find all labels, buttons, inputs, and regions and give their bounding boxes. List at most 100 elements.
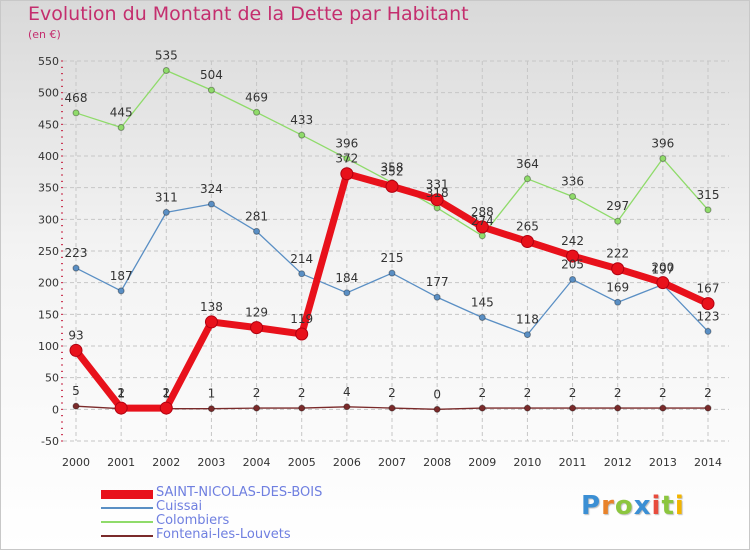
series-point-3 [433, 405, 441, 413]
data-label: 197 [651, 263, 674, 277]
series-point-0 [340, 167, 354, 181]
series-point-2 [298, 131, 306, 139]
legend-swatch [101, 507, 153, 509]
series-point-0 [114, 401, 128, 415]
series-point-1 [162, 208, 170, 216]
x-tick-label: 2010 [513, 456, 541, 469]
series-point-3 [343, 403, 351, 411]
series-point-1 [207, 200, 215, 208]
data-label: 372 [335, 152, 358, 166]
y-tick-label: 500 [38, 87, 59, 100]
x-tick-label: 2014 [694, 456, 722, 469]
data-label: 5 [72, 384, 80, 398]
data-label: 331 [426, 178, 449, 192]
series-point-1 [569, 276, 577, 283]
series-point-0 [520, 235, 534, 248]
x-tick-label: 2012 [604, 456, 632, 469]
logo-letter: i [674, 491, 685, 521]
data-label: 336 [561, 175, 584, 189]
x-tick-label: 2005 [288, 456, 316, 469]
data-label: 297 [606, 199, 629, 213]
data-label: 205 [561, 258, 584, 272]
series-point-1 [614, 298, 622, 306]
series-point-0 [250, 321, 264, 335]
data-label: 396 [651, 137, 674, 151]
series-point-1 [523, 331, 531, 339]
series-point-0 [385, 179, 399, 193]
data-label: 468 [65, 91, 88, 105]
series-point-0 [430, 193, 444, 207]
series-point-2 [614, 217, 622, 225]
data-label: 123 [697, 309, 720, 323]
series-point-0 [656, 276, 670, 290]
series-point-1 [117, 287, 125, 295]
data-label: 433 [290, 113, 313, 127]
x-tick-label: 2011 [559, 456, 587, 469]
x-tick-label: 2006 [333, 456, 361, 469]
series-point-1 [253, 227, 261, 235]
y-tick-label: 450 [38, 118, 59, 131]
data-label: 214 [290, 252, 313, 266]
series-point-2 [117, 124, 125, 131]
series-point-3 [72, 402, 80, 410]
data-label: 2 [298, 386, 306, 400]
series-point-2 [162, 67, 170, 74]
series-point-0 [204, 315, 218, 329]
y-tick-label: 250 [38, 245, 59, 258]
data-label: 315 [697, 188, 720, 202]
logo-letter: o [614, 491, 634, 521]
y-tick-label: 200 [38, 277, 59, 290]
data-label: 324 [200, 182, 223, 196]
series-point-1 [72, 264, 80, 272]
x-tick-label: 2007 [378, 456, 406, 469]
data-label: 2 [569, 386, 577, 400]
series-point-0 [69, 343, 83, 357]
logo-letter: t [661, 491, 675, 521]
series-point-3 [614, 404, 622, 412]
y-tick-label: 400 [38, 150, 59, 163]
x-tick-label: 2013 [649, 456, 677, 469]
data-label: 167 [697, 282, 720, 296]
legend-label: Fontenai-les-Louvets [156, 527, 291, 542]
series-point-1 [298, 270, 306, 278]
series-point-3 [207, 405, 215, 413]
data-label: 2 [478, 386, 486, 400]
data-label: 2 [614, 386, 622, 400]
data-label: 2 [162, 386, 170, 400]
data-label: 288 [471, 205, 494, 219]
data-label: 177 [426, 275, 449, 289]
data-label: 169 [606, 280, 629, 294]
chart-unit-label: (en €) [28, 28, 61, 41]
legend-label: SAINT-NICOLAS-DES-BOIS [156, 485, 323, 500]
y-tick-label: 350 [38, 182, 59, 195]
data-label: 2 [117, 386, 125, 400]
data-label: 223 [65, 246, 88, 260]
x-tick-label: 2003 [197, 456, 225, 469]
data-label: 311 [155, 190, 178, 204]
data-label: 364 [516, 157, 539, 171]
data-label: 504 [200, 68, 223, 82]
logo-letter: r [601, 491, 615, 521]
data-label: 535 [155, 49, 178, 63]
series-point-3 [253, 404, 261, 412]
series-point-1 [388, 269, 396, 277]
logo-letter: x [633, 491, 652, 521]
series-point-2 [343, 155, 351, 163]
legend-swatch [101, 489, 153, 499]
data-label: 1 [162, 387, 170, 401]
data-label: 2 [704, 386, 712, 400]
series-point-0 [475, 220, 489, 234]
data-label: 0 [433, 387, 441, 401]
data-label: 318 [426, 186, 449, 200]
series-point-3 [659, 404, 667, 412]
data-label: 445 [110, 106, 133, 120]
x-tick-label: 2002 [152, 456, 180, 469]
series-point-3 [388, 404, 396, 412]
y-tick-label: 100 [38, 340, 59, 353]
series-point-0 [295, 327, 309, 341]
x-tick-label: 2008 [423, 456, 451, 469]
logo-letter: P [581, 491, 602, 521]
x-tick-label: 2004 [243, 456, 271, 469]
series-point-0 [159, 401, 173, 415]
